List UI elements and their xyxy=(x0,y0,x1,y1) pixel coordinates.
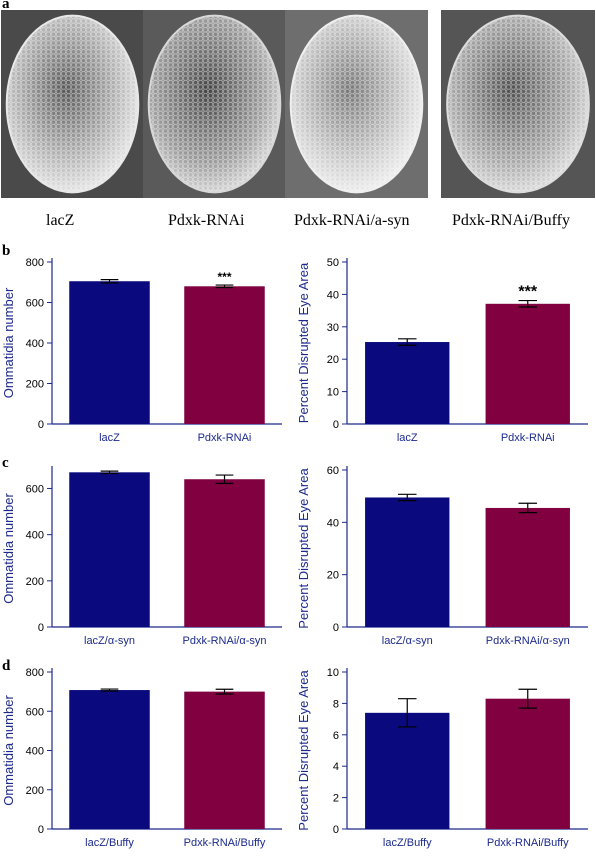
y-tick-label: 600 xyxy=(26,298,44,310)
eye-label-pdxk-rnai: Pdxk-RNAi xyxy=(168,212,245,229)
x-tick-label: lacZ xyxy=(99,432,120,444)
y-tick-label: 600 xyxy=(26,706,44,718)
y-tick-label: 6 xyxy=(333,730,339,742)
x-tick-label: lacZ/α-syn xyxy=(84,635,135,647)
y-tick-label: 600 xyxy=(26,483,44,495)
y-tick-label: 800 xyxy=(26,257,44,269)
bar xyxy=(485,507,570,627)
x-tick-label: lacZ/Buffy xyxy=(383,837,432,849)
eye-label-lacz: lacZ xyxy=(46,212,75,229)
y-axis-label: Ommatidia number xyxy=(1,287,16,398)
x-tick-label: Pdxk-RNAi xyxy=(501,432,555,444)
bar xyxy=(365,712,450,829)
chart-b-disrupted-area: Percent Disrupted Eye Area 0 10 20 30 40 50 lac… xyxy=(295,250,596,450)
x-tick-label: Pdxk-RNAi/Buffy xyxy=(184,837,266,849)
y-axis-label: Ommatidia number xyxy=(1,493,16,604)
eye-rim xyxy=(446,14,590,194)
y-tick-label: 2 xyxy=(333,793,339,805)
y-tick-label: 8 xyxy=(333,698,339,710)
eye-image-pdxk-rnai-a-syn xyxy=(285,10,428,198)
eye-rim xyxy=(5,14,140,194)
y-tick-label: 200 xyxy=(26,576,44,588)
y-tick-label: 10 xyxy=(327,387,339,399)
x-tick-label: Pdxk-RNAi/α-syn xyxy=(183,635,267,647)
bar xyxy=(485,698,570,829)
y-tick-label: 200 xyxy=(26,785,44,797)
y-tick-label: 4 xyxy=(333,761,339,773)
panel-label-b: b xyxy=(2,243,11,259)
y-tick-label: 40 xyxy=(327,289,339,301)
chart-d-disrupted-area: Percent Disrupted Eye Area 0 2 4 6 8 10 lacZ/Bu… xyxy=(295,660,596,855)
bar xyxy=(184,691,265,829)
bar xyxy=(69,690,150,829)
eye-label-pdxk-rnai-buffy: Pdxk-RNAi/Buffy xyxy=(452,212,570,229)
y-axis-label: Percent Disrupted Eye Area xyxy=(296,670,311,831)
eye-image-pdxk-rnai-buffy xyxy=(441,10,595,198)
chart-svg: Ommatidia number 0 200 400 600 800 lacZ/Buffy P… xyxy=(1,667,282,849)
y-tick-label: 0 xyxy=(333,419,339,431)
bar xyxy=(365,497,450,627)
chart-svg: Percent Disrupted Eye Area 0 20 40 60 lacZ/α-… xyxy=(296,465,588,647)
bar xyxy=(365,342,450,424)
y-tick-label: 400 xyxy=(26,530,44,542)
panel-label-c: c xyxy=(2,455,9,471)
chart-svg: Percent Disrupted Eye Area 0 10 20 30 40 50 lac… xyxy=(296,257,588,444)
chart-d-ommatidia: Ommatidia number 0 200 400 600 800 lacZ/Buffy P… xyxy=(0,660,290,855)
bar xyxy=(485,303,570,424)
x-tick-label: lacZ/Buffy xyxy=(85,837,134,849)
ommatidia-texture xyxy=(148,15,281,193)
x-tick-label: lacZ/α-syn xyxy=(382,635,433,647)
bar xyxy=(184,479,265,627)
y-tick-label: 60 xyxy=(327,465,339,477)
y-axis-label: Percent Disrupted Eye Area xyxy=(296,262,311,423)
y-tick-label: 400 xyxy=(26,338,44,350)
eye-image-pdxk-rnai xyxy=(143,10,286,198)
y-tick-label: 800 xyxy=(26,667,44,679)
panel-label-d: d xyxy=(2,658,11,674)
y-tick-label: 0 xyxy=(38,419,44,431)
eye-image-lacz xyxy=(1,10,144,198)
y-tick-label: 30 xyxy=(327,322,339,334)
y-axis-label: Ommatidia number xyxy=(1,695,16,806)
x-tick-label: Pdxk-RNAi xyxy=(198,432,252,444)
y-tick-label: 20 xyxy=(327,354,339,366)
bar xyxy=(184,286,265,424)
ommatidia-texture xyxy=(290,15,423,193)
chart-c-ommatidia: Ommatidia number 0 200 400 600 lacZ/α-syn Pdxk… xyxy=(0,458,290,653)
bar xyxy=(69,472,150,627)
bar xyxy=(69,281,150,424)
eye-rim xyxy=(147,14,282,194)
y-tick-label: 400 xyxy=(26,746,44,758)
significance-label: *** xyxy=(217,270,231,284)
chart-svg: Ommatidia number 0 200 400 600 lacZ/α-syn Pdxk… xyxy=(1,466,282,647)
y-tick-label: 40 xyxy=(327,517,339,529)
eye-label-pdxk-rnai-a-syn: Pdxk-RNAi/a-syn xyxy=(294,212,410,229)
x-tick-label: Pdxk-RNAi/Buffy xyxy=(487,837,569,849)
x-tick-label: lacZ xyxy=(397,432,418,444)
y-tick-label: 10 xyxy=(327,667,339,679)
panel-label-a: a xyxy=(2,0,10,12)
y-axis-label: Percent Disrupted Eye Area xyxy=(296,468,311,629)
y-tick-label: 50 xyxy=(327,257,339,269)
y-tick-label: 200 xyxy=(26,379,44,391)
eye-rim xyxy=(289,14,424,194)
chart-svg: Ommatidia number 0 200 400 600 800 lacZ *** Pdxk… xyxy=(1,257,282,444)
y-tick-label: 20 xyxy=(327,570,339,582)
ommatidia-texture xyxy=(447,15,589,193)
chart-b-ommatidia: Ommatidia number 0 200 400 600 800 lacZ *** Pdxk… xyxy=(0,250,290,450)
y-tick-label: 0 xyxy=(38,622,44,634)
significance-label: *** xyxy=(518,284,537,301)
y-tick-label: 0 xyxy=(333,622,339,634)
x-tick-label: Pdxk-RNAi/α-syn xyxy=(486,635,570,647)
y-tick-label: 0 xyxy=(333,824,339,836)
chart-c-disrupted-area: Percent Disrupted Eye Area 0 20 40 60 lacZ/α-… xyxy=(295,458,596,653)
y-tick-label: 0 xyxy=(38,824,44,836)
chart-svg: Percent Disrupted Eye Area 0 2 4 6 8 10 lacZ/Bu… xyxy=(296,667,588,849)
ommatidia-texture xyxy=(6,15,139,193)
